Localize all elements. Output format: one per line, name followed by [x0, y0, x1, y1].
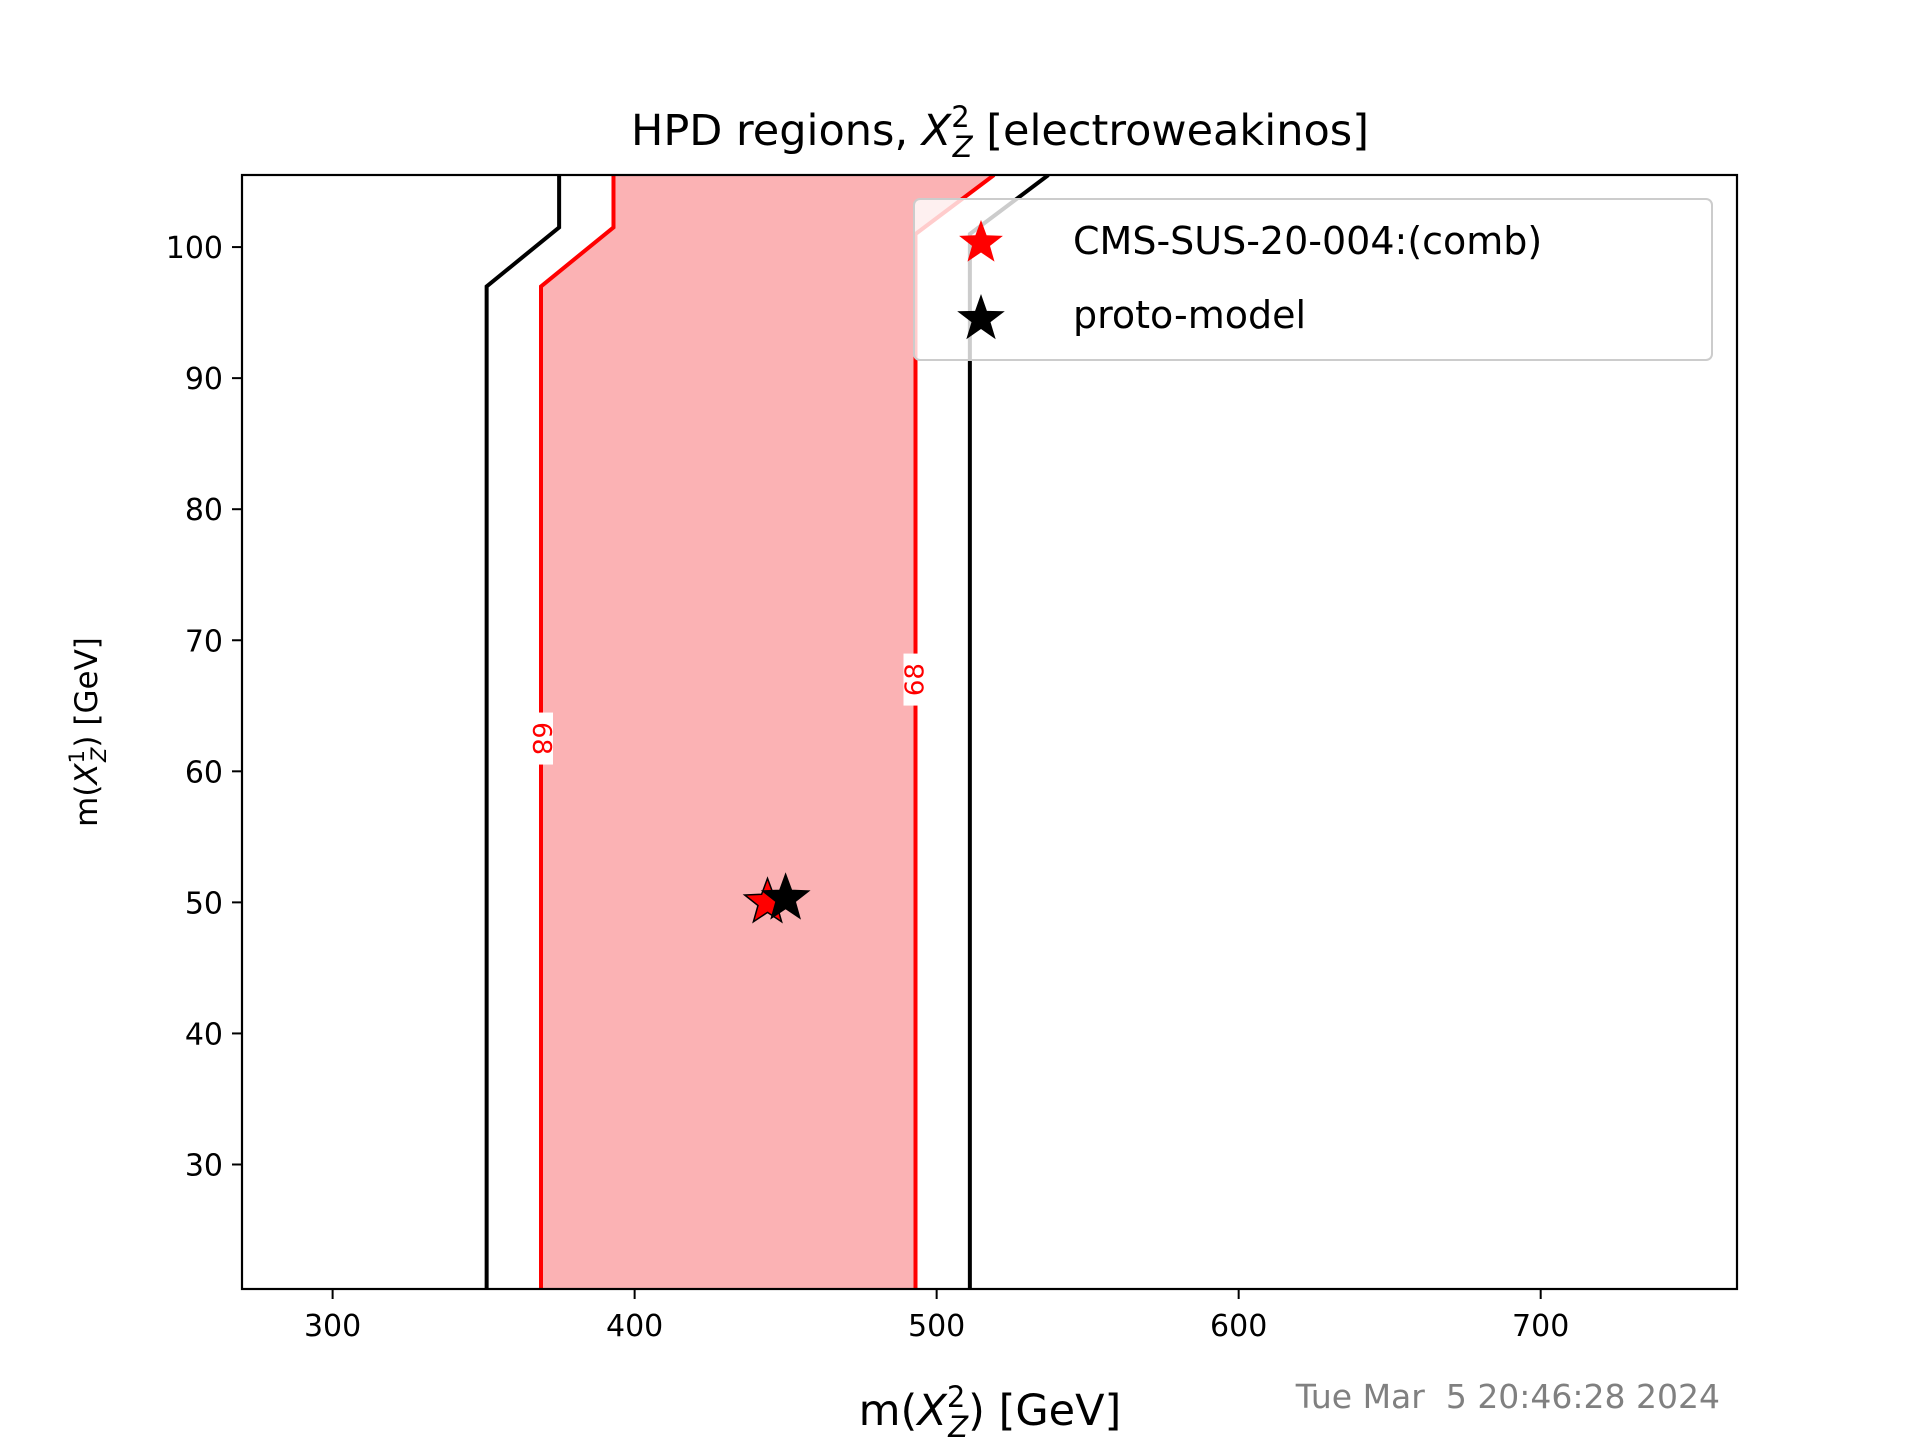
y-tick-label-60: 60	[185, 755, 223, 790]
title-subscript: Z	[952, 130, 974, 164]
contour-line-black-left	[484, 175, 562, 1289]
title-symbol: X	[920, 106, 953, 156]
y-label-prefix: m(	[69, 785, 105, 827]
axes-frame	[240, 173, 1739, 1291]
contour-label-gap-1	[903, 653, 928, 706]
contour-line-red-left	[539, 175, 616, 1289]
x-tick-label-600: 600	[1210, 1309, 1267, 1344]
y-tick-label-40: 40	[185, 1017, 223, 1052]
y-tick-label-80: 80	[185, 493, 223, 528]
x-tick-label-700: 700	[1512, 1309, 1569, 1344]
x-label-superscript: 2	[947, 1380, 965, 1414]
legend-label-cms: CMS-SUS-20-004:(comb)	[1073, 219, 1542, 263]
contour-label-0: 68	[526, 722, 556, 755]
plot-area: 68 68 300 400 500 600 700 30 40 50 60 70 80 90 100	[166, 173, 1739, 1344]
x-label-subscript: Z	[947, 1410, 969, 1440]
x-tick-label-300: 300	[304, 1309, 361, 1344]
plot-content: 68 68	[484, 175, 1050, 1289]
x-tick-label-400: 400	[606, 1309, 663, 1344]
y-tick-label-30: 30	[185, 1148, 223, 1183]
contour-label-1: 68	[901, 663, 931, 696]
y-tick-label-70: 70	[185, 624, 223, 659]
legend-label-proto-model: proto-model	[1073, 293, 1306, 337]
x-axis-label: m(X2 Z) [GeV]	[859, 1380, 1122, 1440]
x-tick-label-500: 500	[908, 1309, 965, 1344]
title-suffix: [electroweakinos]	[973, 106, 1369, 156]
legend-star-black	[957, 294, 1005, 340]
y-tick-label-50: 50	[185, 886, 223, 921]
legend-frame	[913, 198, 1713, 361]
x-label-suffix: ) [GeV]	[968, 1386, 1121, 1436]
y-label-subscript: Z	[87, 747, 111, 763]
title-text: HPD regions,	[631, 106, 922, 156]
y-axis-label: m(X1Z) [GeV]	[65, 637, 111, 827]
timestamp: Tue Mar 5 20:46:28 2024	[1295, 1377, 1720, 1416]
contour-label-gap-0	[529, 712, 553, 765]
chart-title: HPD regions, X2 Z [electroweakinos]	[631, 100, 1369, 164]
y-tick-label-100: 100	[166, 231, 223, 266]
legend-star-red	[959, 220, 1003, 262]
x-label-prefix: m(	[859, 1386, 918, 1436]
y-label-superscript: 1	[65, 750, 89, 763]
hpd-filled-region	[541, 175, 995, 1289]
title-superscript: 2	[951, 100, 969, 134]
data-point-star-1	[760, 872, 811, 920]
y-label-suffix: ) [GeV]	[69, 637, 105, 747]
y-label-symbol: X	[69, 763, 105, 787]
x-label-symbol: X	[915, 1386, 948, 1436]
y-tick-label-90: 90	[185, 362, 223, 397]
legend: CMS-SUS-20-004:(comb) proto-model	[913, 198, 1713, 361]
